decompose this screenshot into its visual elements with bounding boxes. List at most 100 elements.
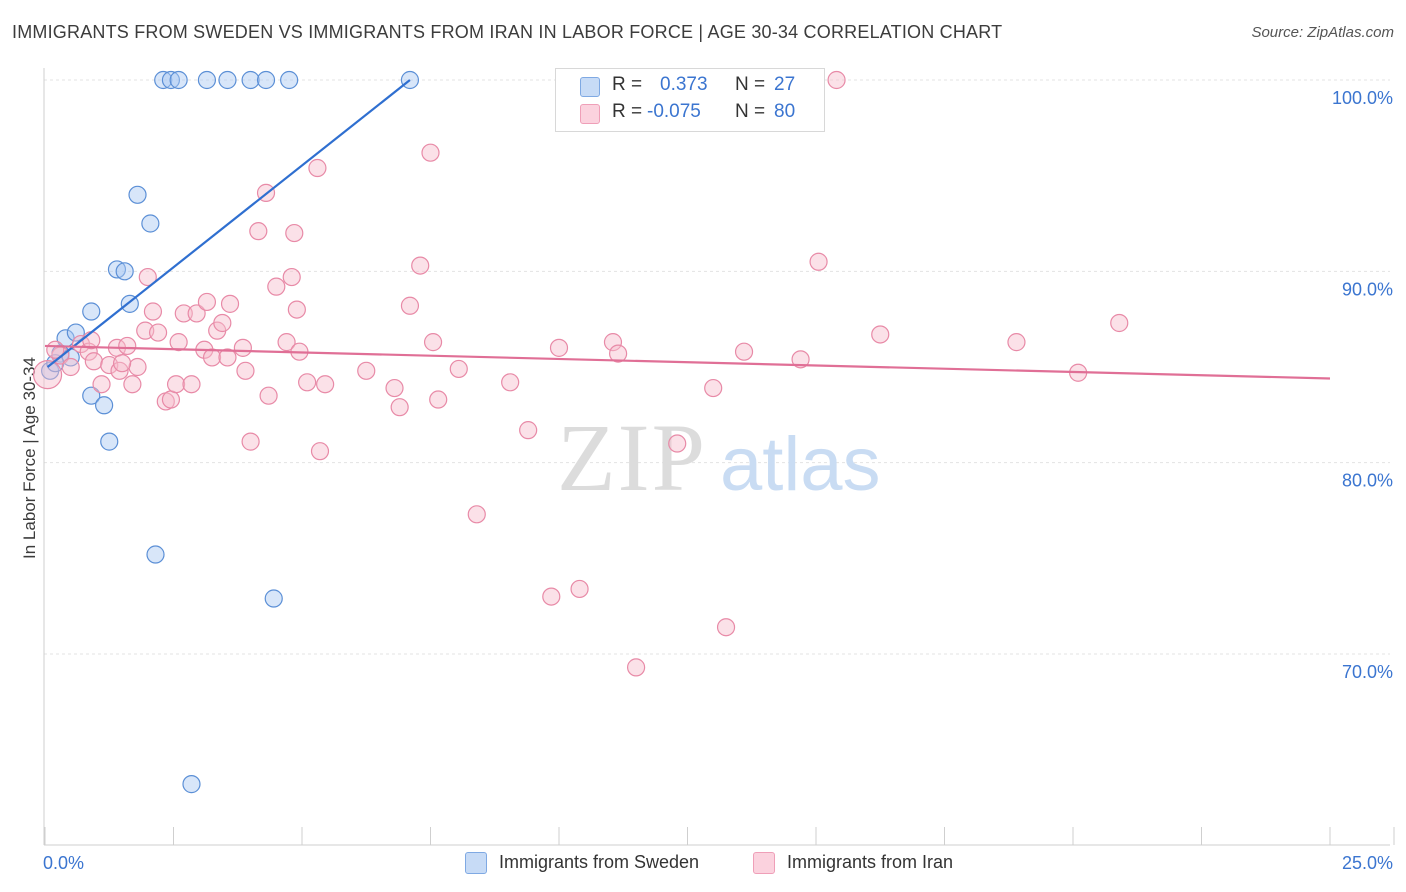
point-iran bbox=[161, 390, 181, 409]
point-iran bbox=[390, 398, 409, 417]
r-value: 0.373 bbox=[660, 74, 708, 95]
point-iran bbox=[298, 373, 317, 392]
tick-labels: 100.0% 90.0% 80.0% 70.0% 0.0% 25.0% bbox=[43, 88, 1393, 873]
point-sweden bbox=[100, 432, 119, 451]
point-iran bbox=[213, 313, 232, 333]
point-iran bbox=[285, 223, 304, 243]
point-iran bbox=[174, 304, 193, 323]
watermark-atlas: atlas bbox=[720, 422, 881, 507]
point-iran bbox=[32, 360, 63, 390]
n-label: N = bbox=[735, 101, 766, 122]
watermark: ZIP atlas bbox=[557, 404, 881, 511]
point-iran bbox=[187, 304, 206, 323]
series-sweden bbox=[41, 70, 420, 794]
point-iran bbox=[411, 256, 430, 275]
point-iran bbox=[138, 267, 157, 287]
point-iran bbox=[128, 357, 147, 377]
legend-swatch-iran bbox=[753, 852, 775, 874]
stats-swatch-iran bbox=[580, 104, 600, 124]
correlation-stats-box: R = 0.373 N = 27 R = -0.075 N = 80 bbox=[555, 68, 825, 132]
point-sweden bbox=[280, 70, 299, 90]
point-iran bbox=[166, 375, 186, 394]
point-sweden bbox=[95, 396, 114, 415]
n-value: 27 bbox=[774, 74, 796, 95]
point-iran bbox=[734, 342, 754, 361]
point-iran bbox=[308, 158, 327, 178]
point-iran bbox=[429, 390, 448, 409]
point-iran bbox=[241, 432, 260, 451]
point-iran bbox=[282, 267, 301, 287]
point-iran bbox=[603, 333, 623, 352]
source-label: Source: ZipAtlas.com bbox=[1251, 24, 1394, 41]
trend-lines bbox=[44, 79, 1331, 380]
legend-label-iran: Immigrants from Iran bbox=[787, 852, 954, 872]
r-label: R = bbox=[612, 101, 643, 122]
point-iran bbox=[626, 658, 646, 677]
point-iran bbox=[233, 338, 252, 357]
chart-title: IMMIGRANTS FROM SWEDEN VS IMMIGRANTS FRO… bbox=[12, 22, 1003, 42]
r-label: R = bbox=[612, 74, 643, 95]
point-iran bbox=[668, 434, 687, 453]
point-iran bbox=[236, 361, 255, 380]
x-tick-label: 0.0% bbox=[43, 853, 84, 873]
point-sweden bbox=[264, 589, 283, 608]
series-iran bbox=[32, 70, 1129, 677]
point-iran bbox=[148, 323, 168, 342]
point-sweden bbox=[82, 302, 101, 321]
point-sweden bbox=[66, 323, 85, 342]
point-iran bbox=[310, 442, 330, 461]
point-iran bbox=[218, 348, 237, 367]
x-tick-label: 25.0% bbox=[1342, 853, 1393, 873]
point-iran bbox=[519, 421, 538, 440]
point-iran bbox=[809, 252, 828, 271]
point-iran bbox=[716, 618, 736, 637]
watermark-zip: ZIP bbox=[557, 404, 707, 511]
point-iran bbox=[570, 579, 589, 599]
point-iran bbox=[791, 350, 810, 369]
point-sweden bbox=[169, 70, 188, 90]
stats-swatch-sweden bbox=[580, 77, 600, 97]
point-iran bbox=[197, 292, 217, 312]
y-tick-label: 80.0% bbox=[1342, 471, 1393, 491]
point-iran bbox=[259, 386, 278, 405]
point-iran bbox=[1110, 313, 1129, 333]
point-iran bbox=[357, 361, 376, 380]
point-iran bbox=[421, 143, 440, 162]
point-iran bbox=[143, 302, 163, 321]
point-iran bbox=[871, 325, 890, 344]
point-sweden bbox=[256, 70, 276, 90]
point-iran bbox=[549, 338, 569, 357]
point-iran bbox=[71, 334, 91, 354]
point-sweden bbox=[146, 545, 165, 564]
point-sweden bbox=[82, 386, 101, 405]
point-sweden bbox=[141, 214, 160, 233]
point-iran bbox=[92, 375, 111, 394]
point-iran bbox=[267, 277, 286, 296]
n-label: N = bbox=[735, 74, 766, 95]
axes bbox=[43, 68, 1395, 846]
point-iran bbox=[467, 505, 486, 524]
point-iran bbox=[277, 333, 296, 352]
point-iran bbox=[287, 300, 306, 319]
point-iran bbox=[1007, 333, 1026, 352]
point-iran bbox=[609, 344, 628, 363]
data-points bbox=[32, 70, 1129, 794]
y-tick-label: 100.0% bbox=[1332, 88, 1393, 108]
point-iran bbox=[827, 70, 846, 90]
point-sweden bbox=[115, 262, 134, 281]
point-iran bbox=[84, 352, 103, 371]
legend-swatch-sweden bbox=[465, 852, 487, 874]
point-iran bbox=[169, 333, 188, 352]
point-iran bbox=[704, 378, 723, 398]
point-sweden bbox=[128, 185, 147, 204]
point-sweden bbox=[241, 70, 260, 90]
point-iran bbox=[61, 357, 80, 377]
point-iran bbox=[202, 348, 222, 367]
trend-line-sweden bbox=[46, 79, 411, 368]
point-iran bbox=[220, 294, 240, 313]
y-tick-label: 70.0% bbox=[1342, 662, 1393, 682]
point-sweden bbox=[197, 70, 217, 90]
point-sweden bbox=[182, 775, 201, 794]
point-iran bbox=[385, 378, 404, 398]
